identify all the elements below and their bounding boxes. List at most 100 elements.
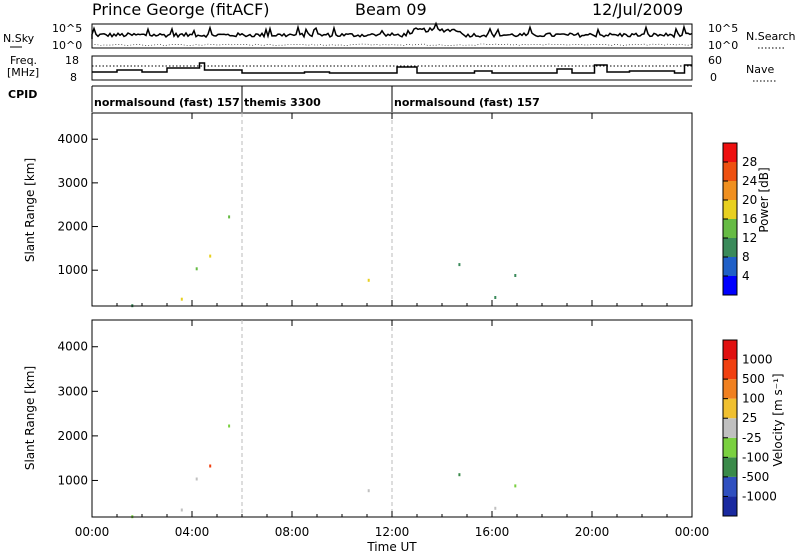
cpid-segment-label: normalsound (fast) 157 (394, 96, 540, 109)
velocity-colorbar: 1000 500 100 25 -25 -100 -500 -1000 (722, 339, 777, 517)
colorbar-tick-label: 24 (742, 174, 757, 188)
velocity-cell (367, 489, 370, 493)
colorbar-tick-label: 25 (742, 411, 757, 425)
power-cell (209, 254, 212, 258)
noise-trace (91, 21, 693, 46)
colorbar-swatch (723, 340, 737, 360)
x-tick-label: 04:00 (175, 525, 210, 539)
nave-label: Nave (746, 63, 774, 76)
velocity-y-label: Slant Range [km] (23, 366, 37, 470)
noise-right-tick-top: 10^5 (708, 22, 738, 35)
velocity-cell (180, 508, 183, 512)
power-colorbar: 4 8 12 16 20 24 28 (722, 142, 757, 296)
noise-right-tick-bottom: 10^0 (708, 39, 738, 52)
colorbar-swatch (723, 276, 737, 295)
colorbar-swatch (723, 200, 737, 219)
colorbar-swatch (723, 238, 737, 257)
velocity-cell (494, 506, 497, 510)
colorbar-tick-label: 28 (742, 155, 757, 169)
y-tick-label: 2000 (57, 220, 88, 234)
velocity-panel: 1000 2000 3000 4000 Slant Range [km] 1000 50… (23, 319, 785, 519)
colorbar-tick-label: 100 (742, 392, 765, 406)
colorbar-tick-label: 12 (742, 231, 757, 245)
colorbar-swatch (723, 457, 737, 477)
cpid-label: CPID (8, 88, 37, 101)
colorbar-swatch (723, 181, 737, 200)
y-tick-label: 3000 (57, 384, 88, 398)
power-data (131, 215, 517, 308)
colorbar-swatch (723, 219, 737, 238)
colorbar-tick-label: 4 (742, 269, 750, 283)
x-tick-label: 08:00 (275, 525, 310, 539)
y-tick-label: 1000 (57, 473, 88, 487)
colorbar-swatch (723, 418, 737, 438)
colorbar-swatch (723, 398, 737, 419)
velocity-colorbar-label: Velocity [m s⁻¹] (771, 373, 785, 466)
power-colorbar-label: Power [dB] (757, 167, 771, 232)
power-cell (494, 296, 497, 299)
colorbar-swatch (723, 162, 737, 181)
y-tick-label: 2000 (57, 429, 88, 443)
velocity-y-ticks: 1000 2000 3000 4000 (57, 340, 98, 487)
colorbar-tick-label: -100 (742, 450, 769, 464)
power-cell (195, 267, 198, 271)
colorbar-swatch (723, 437, 737, 458)
cpid-segment-label: themis 3300 (244, 96, 321, 109)
power-y-ticks: 1000 2000 3000 4000 (57, 132, 98, 277)
freq-label-line1: Freq. (10, 54, 37, 67)
velocity-cell (209, 464, 212, 468)
x-axis: 00:00 04:00 08:00 12:00 16:00 20:00 00:00 (75, 113, 710, 539)
noise-left-tick-bottom: 10^0 (52, 39, 82, 52)
date-title: 12/Jul/2009 (592, 0, 683, 19)
noise-right-label: N.Search (746, 30, 796, 43)
velocity-cell (514, 484, 517, 488)
velocity-cell (458, 473, 461, 477)
colorbar-tick-label: 8 (742, 250, 750, 264)
x-tick-label: 20:00 (575, 525, 610, 539)
nave-tick-bottom: 0 (710, 71, 717, 84)
colorbar-swatch (723, 379, 737, 399)
colorbar-tick-label: 1000 (742, 353, 773, 367)
colorbar-tick-label: 500 (742, 372, 765, 386)
colorbar-swatch (723, 257, 737, 276)
x-tick-label: 12:00 (375, 525, 410, 539)
velocity-data (131, 424, 517, 519)
power-cell (514, 274, 517, 277)
y-tick-label: 4000 (57, 340, 88, 354)
colorbar-swatch (723, 496, 737, 516)
colorbar-frame (722, 339, 738, 517)
colorbar-tick-label: 20 (742, 193, 757, 207)
y-tick-label: 3000 (57, 176, 88, 190)
power-cell (180, 297, 183, 301)
frequency-trace (92, 62, 692, 74)
freq-tick-bottom: 8 (70, 71, 77, 84)
y-tick-label: 1000 (57, 263, 88, 277)
station-title: Prince George (fitACF) (92, 0, 270, 19)
y-tick-label: 4000 (57, 132, 88, 146)
colorbar-tick-label: -500 (742, 470, 769, 484)
power-cell (458, 263, 461, 267)
velocity-cell (228, 424, 231, 428)
cpid-row: CPID normalsound (fast) 157 themis 3300 no… (8, 85, 692, 112)
x-axis-label: Time UT (366, 540, 417, 554)
power-y-label: Slant Range [km] (23, 158, 37, 262)
power-cell (228, 215, 231, 219)
colorbar-swatch (723, 143, 737, 162)
colorbar-tick-label: -25 (742, 431, 762, 445)
noise-left-tick-top: 10^5 (52, 22, 82, 35)
freq-label-line2: [MHz] (7, 66, 39, 79)
colorbar-swatch (723, 476, 737, 497)
nave-tick-top: 60 (708, 54, 722, 67)
noise-left-label: N.Sky (3, 32, 35, 45)
colorbar-tick-label: -1000 (742, 489, 777, 503)
x-tick-label: 16:00 (475, 525, 510, 539)
cpid-segment-label: normalsound (fast) 157 (94, 96, 240, 109)
noise-panel: N.Sky 10^5 10^0 10^5 10^0 N.Search (3, 21, 796, 52)
freq-tick-top: 18 (65, 54, 79, 67)
colorbar-swatch (723, 359, 737, 380)
x-tick-label: 00:00 (675, 525, 710, 539)
velocity-cell (195, 477, 198, 481)
x-tick-label: 00:00 (75, 525, 110, 539)
beam-title: Beam 09 (355, 0, 427, 19)
